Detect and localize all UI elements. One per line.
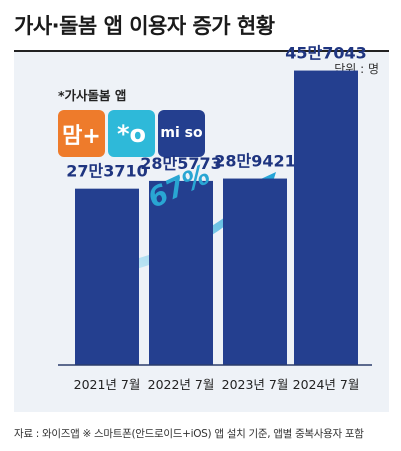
x-tick-label: 2023년 7월 bbox=[222, 377, 289, 392]
bar bbox=[149, 180, 213, 365]
title-divider bbox=[14, 50, 389, 52]
daeriju-logo-icon: 맘+ bbox=[58, 110, 105, 157]
app-logos: 맘+ *o mi so bbox=[58, 110, 205, 157]
bar bbox=[75, 188, 139, 365]
source-note: 자료 : 와이즈앱 ※ 스마트폰(안드로이드+iOS) 앱 설치 기준, 앱별 … bbox=[14, 428, 364, 440]
app-label: *가사돌봄 앱 bbox=[58, 88, 127, 103]
x-tick-label: 2022년 7월 bbox=[148, 377, 215, 392]
cleaning-app-logo-icon: *o bbox=[108, 110, 155, 157]
page-title: 가사·돌봄 앱 이용자 증가 현황 bbox=[14, 14, 275, 38]
bar-value-label: 27만3710 bbox=[66, 162, 148, 181]
x-tick-label: 2024년 7월 bbox=[293, 377, 360, 392]
bar bbox=[223, 178, 287, 365]
bar-value-label: 45만7043 bbox=[285, 44, 367, 63]
miso-logo-icon: mi so bbox=[158, 110, 205, 157]
bar bbox=[294, 70, 358, 365]
x-tick-label: 2021년 7월 bbox=[74, 377, 141, 392]
bar-value-label: 28만5773 bbox=[140, 154, 222, 173]
bar-value-label: 28만9421 bbox=[214, 152, 296, 171]
